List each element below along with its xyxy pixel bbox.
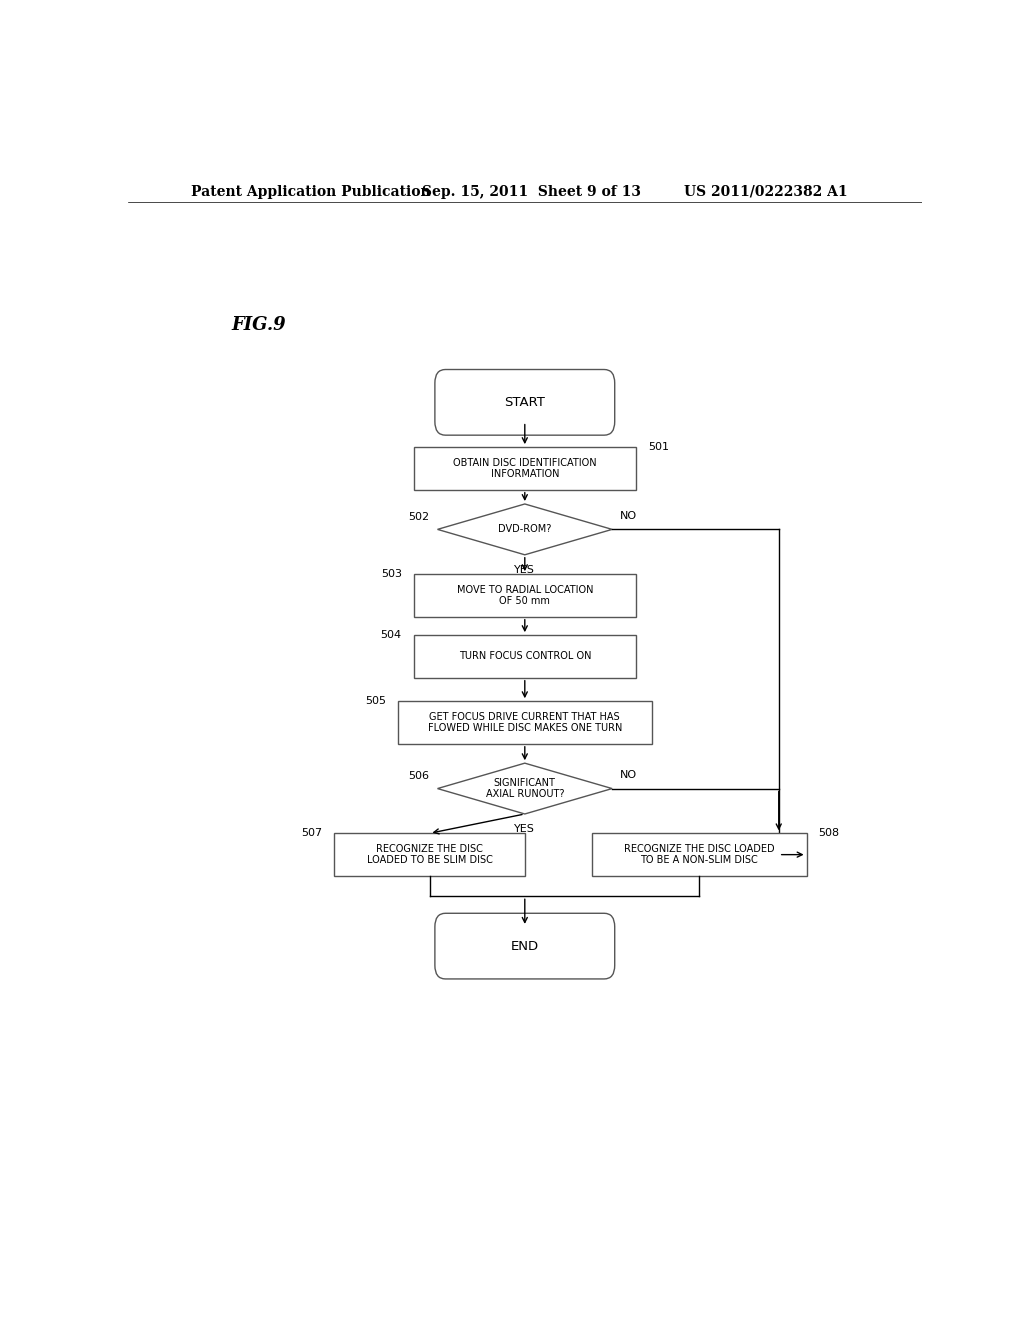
Text: 506: 506 bbox=[409, 771, 430, 781]
Text: NO: NO bbox=[620, 511, 637, 521]
Text: NO: NO bbox=[620, 771, 637, 780]
Polygon shape bbox=[592, 833, 807, 876]
Text: 508: 508 bbox=[818, 828, 840, 838]
FancyBboxPatch shape bbox=[435, 370, 614, 436]
Text: YES: YES bbox=[514, 824, 536, 834]
Text: DVD-ROM?: DVD-ROM? bbox=[498, 524, 552, 535]
Text: SIGNIFICANT
AXIAL RUNOUT?: SIGNIFICANT AXIAL RUNOUT? bbox=[485, 777, 564, 800]
Polygon shape bbox=[414, 635, 636, 677]
Text: GET FOCUS DRIVE CURRENT THAT HAS
FLOWED WHILE DISC MAKES ONE TURN: GET FOCUS DRIVE CURRENT THAT HAS FLOWED … bbox=[428, 711, 622, 734]
Text: FIG.9: FIG.9 bbox=[231, 315, 286, 334]
Polygon shape bbox=[414, 447, 636, 490]
Text: US 2011/0222382 A1: US 2011/0222382 A1 bbox=[684, 185, 847, 199]
Text: TURN FOCUS CONTROL ON: TURN FOCUS CONTROL ON bbox=[459, 652, 591, 661]
Text: OBTAIN DISC IDENTIFICATION
INFORMATION: OBTAIN DISC IDENTIFICATION INFORMATION bbox=[453, 458, 597, 479]
Polygon shape bbox=[397, 701, 651, 744]
Polygon shape bbox=[437, 763, 612, 814]
Text: 505: 505 bbox=[365, 696, 386, 706]
FancyBboxPatch shape bbox=[435, 913, 614, 979]
Text: Sep. 15, 2011  Sheet 9 of 13: Sep. 15, 2011 Sheet 9 of 13 bbox=[422, 185, 641, 199]
Polygon shape bbox=[334, 833, 524, 876]
Text: 507: 507 bbox=[301, 828, 323, 838]
Text: YES: YES bbox=[514, 565, 536, 576]
Text: END: END bbox=[511, 940, 539, 953]
Text: MOVE TO RADIAL LOCATION
OF 50 mm: MOVE TO RADIAL LOCATION OF 50 mm bbox=[457, 585, 593, 606]
Text: 502: 502 bbox=[409, 512, 430, 521]
Polygon shape bbox=[414, 574, 636, 616]
Text: Patent Application Publication: Patent Application Publication bbox=[191, 185, 431, 199]
Text: RECOGNIZE THE DISC LOADED
TO BE A NON-SLIM DISC: RECOGNIZE THE DISC LOADED TO BE A NON-SL… bbox=[624, 843, 775, 866]
Polygon shape bbox=[437, 504, 612, 554]
Text: 504: 504 bbox=[381, 630, 401, 640]
Text: 501: 501 bbox=[648, 442, 669, 451]
Text: 503: 503 bbox=[381, 569, 401, 579]
Text: START: START bbox=[505, 396, 545, 409]
Text: RECOGNIZE THE DISC
LOADED TO BE SLIM DISC: RECOGNIZE THE DISC LOADED TO BE SLIM DIS… bbox=[367, 843, 493, 866]
